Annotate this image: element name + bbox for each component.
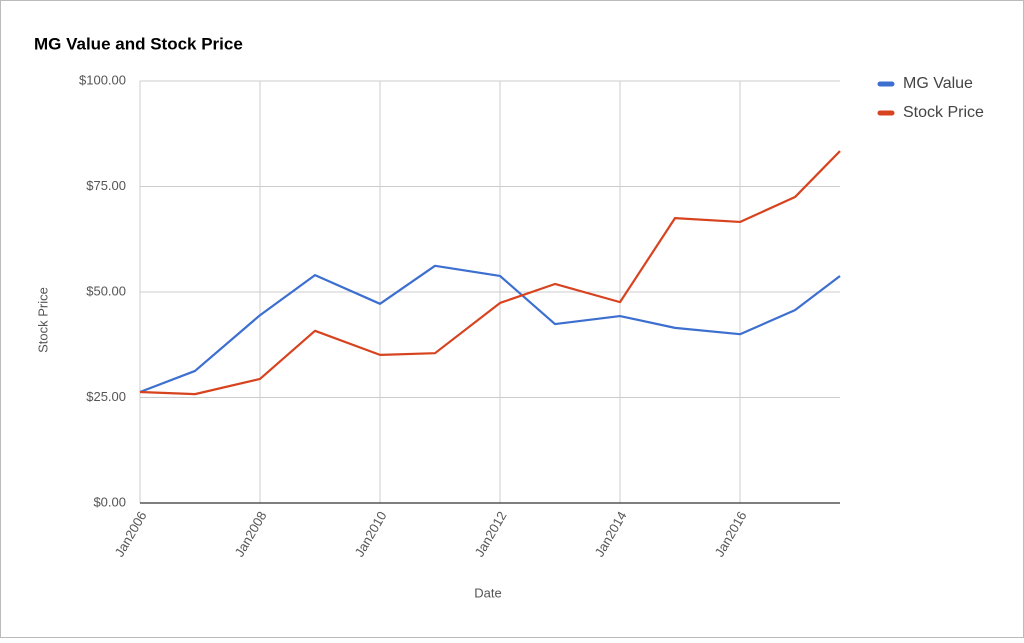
x-axis-label: Date [474,585,501,600]
y-tick-label: $50.00 [86,283,126,298]
series-line [139,150,841,396]
y-tick-label: $0.00 [93,494,126,509]
series-line [139,264,841,394]
y-axis-label: Stock Price [35,287,50,353]
y-tick-label: $25.00 [86,389,126,404]
legend-label: MG Value [903,75,973,92]
legend-label: Stock Price [903,104,984,121]
y-tick-label: $75.00 [86,178,126,193]
chart-title: MG Value and Stock Price [34,34,243,53]
y-tick-label: $100.00 [79,72,126,87]
